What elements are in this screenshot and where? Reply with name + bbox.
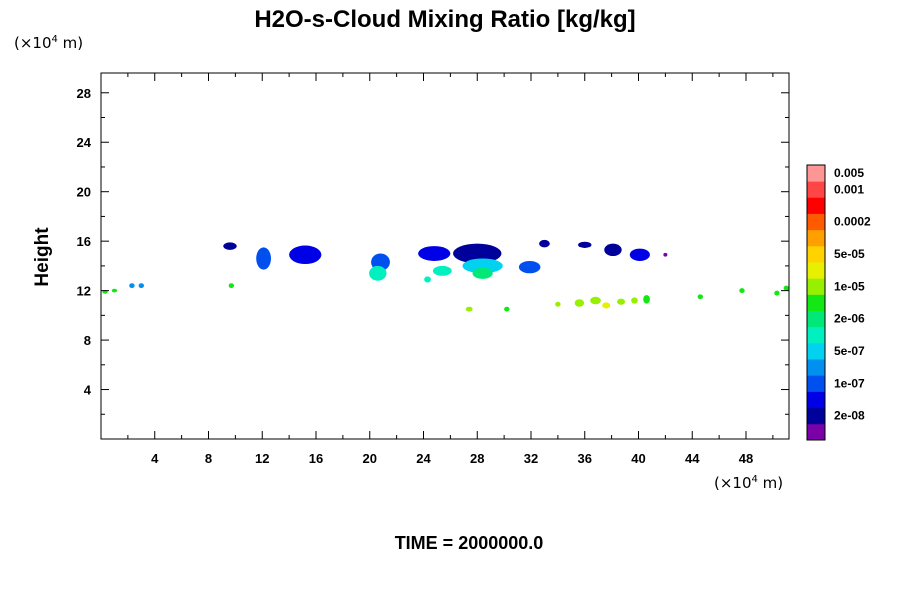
cloud-region-20: [465, 306, 473, 312]
colorbar-label-7: 0.001: [834, 182, 864, 196]
colorbar-bin-4: [807, 359, 825, 376]
colorbar-bin-10: [807, 262, 825, 279]
colorbar-bin-9: [807, 278, 825, 295]
y-tick-label-12: 12: [77, 284, 91, 299]
cloud-region-4: [369, 265, 387, 281]
cloud-region-26: [617, 298, 626, 305]
colorbar-label-4: 1e-05: [834, 279, 865, 293]
colorbar-bin-11: [807, 245, 825, 263]
colorbar-bin-3: [807, 375, 825, 392]
cloud-region-5: [418, 246, 451, 261]
y-axis-label: Height: [32, 227, 53, 287]
cloud-region-18: [111, 288, 118, 293]
colorbar-bin-12: [807, 229, 825, 247]
y-tick-label-28: 28: [77, 86, 91, 101]
x-tick-label-24: 24: [416, 451, 431, 466]
plot-area: [102, 239, 789, 312]
x-tick-label-20: 20: [363, 451, 377, 466]
cloud-region-28: [643, 294, 650, 304]
cloud-region-29: [697, 294, 703, 300]
cloud-region-30: [739, 288, 745, 294]
x-tick-label-36: 36: [578, 451, 592, 466]
x-tick-label-44: 44: [685, 451, 700, 466]
colorbar-label-6: 0.0002: [834, 215, 871, 229]
colorbar-bin-5: [807, 342, 825, 360]
colorbar-label-2: 5e-07: [834, 344, 865, 358]
cloud-region-32: [783, 285, 789, 291]
cloud-region-22: [555, 301, 561, 307]
y-tick-label-16: 16: [77, 234, 91, 249]
y-tick-label-24: 24: [77, 135, 92, 150]
x-tick-label-40: 40: [631, 451, 645, 466]
colorbar-bin-13: [807, 213, 825, 231]
colorbar-bin-15: [807, 181, 825, 198]
x-tick-label-4: 4: [151, 451, 159, 466]
colorbar-bin-14: [807, 197, 825, 214]
cloud-region-16: [129, 283, 135, 289]
colorbar-label-8: 0.005: [834, 166, 864, 180]
cloud-region-13: [604, 243, 622, 256]
cloud-region-15: [424, 276, 431, 283]
y-tick-label-4: 4: [84, 383, 92, 398]
cloud-region-25: [602, 302, 611, 309]
cloud-region-9: [432, 265, 452, 276]
cloud-region-24: [590, 296, 601, 305]
cloud-region-31: [774, 290, 780, 296]
colorbar-label-0: 2e-08: [834, 409, 865, 423]
x-tick-label-28: 28: [470, 451, 484, 466]
cloud-region-11: [539, 239, 550, 248]
x-unit-label: (×104 m): [714, 474, 783, 492]
colorbar-bin-2: [807, 391, 825, 409]
cloud-region-14: [629, 248, 650, 261]
cloud-region-2: [289, 245, 322, 265]
time-annotation: TIME = 2000000.0: [395, 533, 544, 553]
x-tick-label-32: 32: [524, 451, 538, 466]
colorbar-label-3: 2e-06: [834, 312, 865, 326]
colorbar-bin-7: [807, 310, 825, 328]
cloud-region-27: [631, 297, 638, 304]
y-tick-label-20: 20: [77, 185, 91, 200]
cloud-region-1: [256, 247, 271, 270]
y-unit-label: (×104 m): [14, 34, 83, 52]
colorbar-label-5: 5e-05: [834, 247, 865, 261]
cloud-region-21: [504, 306, 510, 312]
y-tick-label-8: 8: [84, 333, 91, 348]
cloud-region-7: [462, 258, 503, 274]
cloud-region-17: [138, 283, 144, 289]
x-tick-label-48: 48: [739, 451, 753, 466]
cloud-region-6: [453, 243, 502, 264]
x-tick-label-12: 12: [255, 451, 269, 466]
colorbar-bin-16: [807, 165, 825, 182]
colorbar: 2e-08 1e-07 5e-07 2e-06 1e-05 5e-05 0.0002 0.00…: [806, 164, 871, 441]
colorbar-bin-0: [807, 423, 825, 441]
colorbar-bin-1: [807, 407, 825, 425]
colorbar-bin-8: [807, 294, 825, 311]
x-tick-label-8: 8: [205, 451, 212, 466]
colorbar-bin-6: [807, 326, 825, 344]
cloud-region-34: [663, 252, 668, 257]
x-tick-label-16: 16: [309, 451, 323, 466]
plot-frame: [100, 72, 790, 440]
cloud-region-19: [228, 283, 235, 289]
cloud-region-10: [518, 260, 541, 274]
cloud-region-0: [223, 242, 237, 250]
colorbar-frame: [806, 164, 826, 441]
colorbar-label-1: 1e-07: [834, 376, 865, 390]
cloud-region-8: [472, 267, 493, 279]
cloud-region-12: [578, 241, 592, 248]
chart-title: H2O-s-Cloud Mixing Ratio [kg/kg]: [254, 6, 635, 33]
cloud-region-23: [574, 299, 585, 307]
